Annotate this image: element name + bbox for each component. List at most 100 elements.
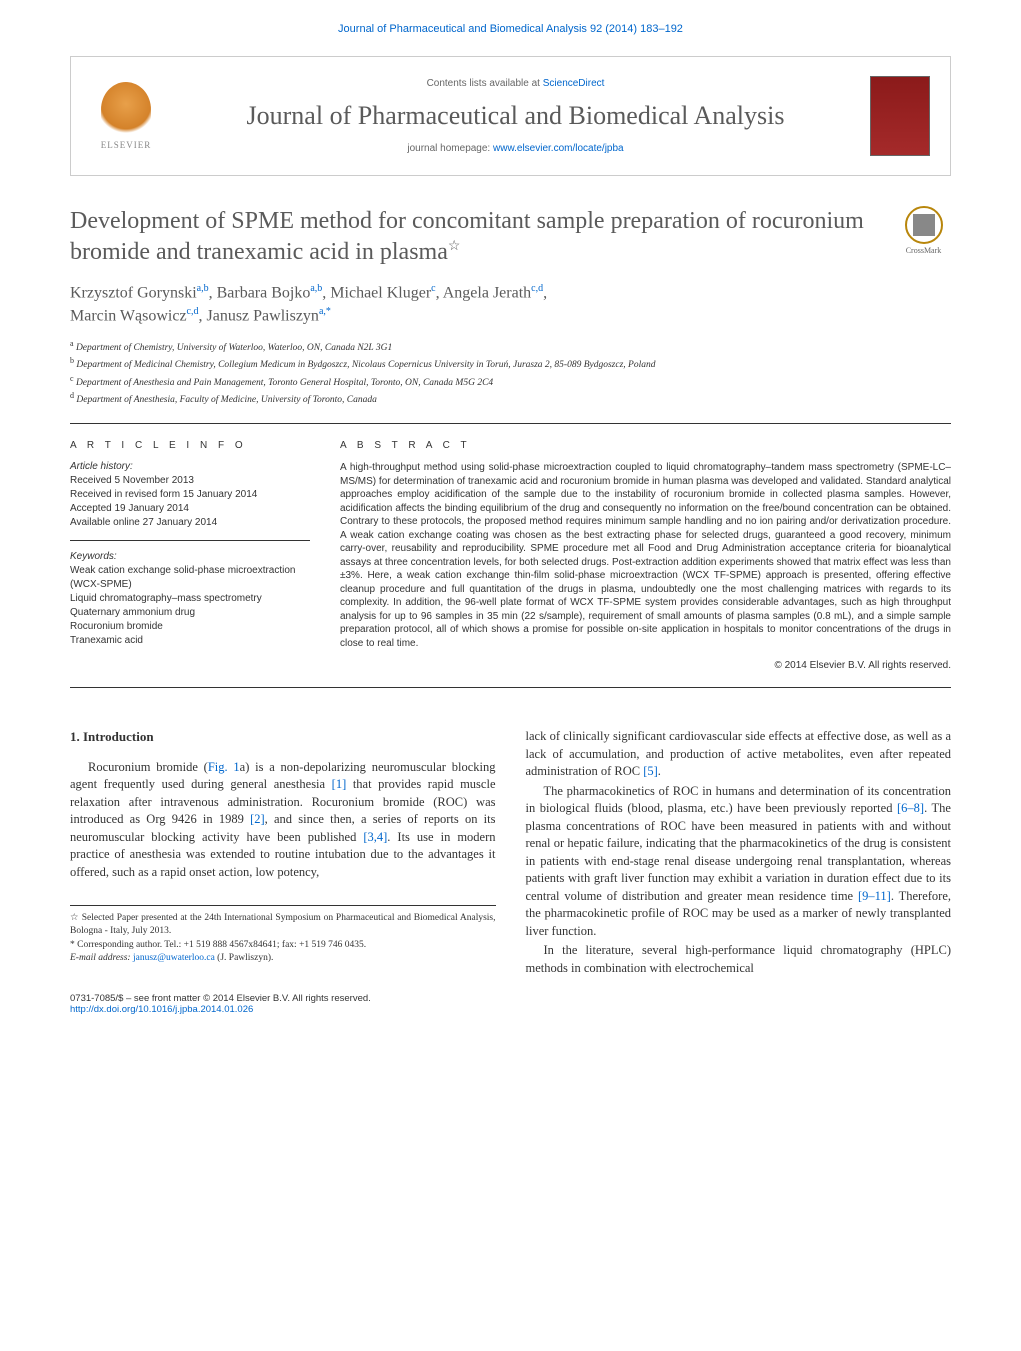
ref-68-link[interactable]: [6–8] [897, 801, 924, 815]
author-5-sup: c,d [187, 306, 199, 317]
aff-c-text: Department of Anesthesia and Pain Manage… [76, 378, 493, 388]
email-name: (J. Pawliszyn). [215, 953, 274, 963]
sciencedirect-link[interactable]: ScienceDirect [543, 78, 605, 89]
affiliation-b: b Department of Medicinal Chemistry, Col… [70, 355, 951, 372]
ref-5-link[interactable]: [5] [643, 764, 658, 778]
email-link[interactable]: janusz@uwaterloo.ca [133, 953, 215, 963]
journal-center: Contents lists available at ScienceDirec… [161, 78, 870, 154]
abstract-heading: a b s t r a c t [340, 440, 951, 451]
author-2-sup: a,b [310, 283, 322, 294]
footnote-star: ☆ Selected Paper presented at the 24th I… [70, 912, 496, 939]
crossmark-badge[interactable]: CrossMark [896, 206, 951, 255]
info-abstract-row: a r t i c l e i n f o Article history: R… [70, 440, 951, 671]
online-date: Available online 27 January 2014 [70, 516, 310, 530]
author-1-sup: a,b [197, 283, 209, 294]
journal-citation: Journal of Pharmaceutical and Biomedical… [338, 23, 683, 35]
footer-bar: 0731-7085/$ – see front matter © 2014 El… [0, 993, 1021, 1015]
email-label: E-mail address: [70, 953, 133, 963]
ref-911-link[interactable]: [9–11] [858, 889, 891, 903]
contents-available: Contents lists available at ScienceDirec… [161, 78, 870, 89]
affiliation-d: d Department of Anesthesia, Faculty of M… [70, 390, 951, 407]
elsevier-label: ELSEVIER [101, 140, 152, 150]
affiliation-a: a Department of Chemistry, University of… [70, 338, 951, 355]
author-6-corr: * [326, 306, 331, 317]
info-heading: a r t i c l e i n f o [70, 440, 310, 451]
authors-list: Krzysztof Gorynskia,b, Barbara Bojkoa,b,… [70, 282, 951, 327]
aff-b-text: Department of Medicinal Chemistry, Colle… [76, 360, 655, 370]
history-block: Article history: Received 5 November 201… [70, 461, 310, 541]
journal-homepage: journal homepage: www.elsevier.com/locat… [161, 143, 870, 154]
ref-2-link[interactable]: [2] [250, 812, 265, 826]
intro-para-2: lack of clinically significant cardiovas… [526, 728, 952, 781]
accepted-date: Accepted 19 January 2014 [70, 502, 310, 516]
history-label: Article history: [70, 461, 310, 472]
p3b: . The plasma concentrations of ROC have … [526, 801, 952, 903]
abstract-column: a b s t r a c t A high-throughput method… [340, 440, 951, 671]
contents-box: ELSEVIER Contents lists available at Sci… [70, 56, 951, 176]
crossmark-icon [905, 206, 943, 244]
title-text: Development of SPME method for concomita… [70, 208, 864, 265]
p2b: . [658, 764, 661, 778]
p1a: Rocuronium bromide ( [88, 760, 208, 774]
ref-1-link[interactable]: [1] [332, 777, 347, 791]
author-4-sup: c,d [531, 283, 543, 294]
section-1-heading: 1. Introduction [70, 728, 496, 746]
footnote-email: E-mail address: janusz@uwaterloo.ca (J. … [70, 952, 496, 965]
body-col-right: lack of clinically significant cardiovas… [526, 728, 952, 979]
elsevier-logo: ELSEVIER [91, 76, 161, 156]
p4a: In the literature, several high-performa… [526, 943, 952, 975]
journal-title: Journal of Pharmaceutical and Biomedical… [161, 101, 870, 131]
homepage-link[interactable]: www.elsevier.com/locate/jpba [493, 143, 624, 154]
divider-top [70, 423, 951, 424]
keyword-3: Quaternary ammonium drug [70, 606, 310, 620]
keywords-list: Weak cation exchange solid-phase microex… [70, 564, 310, 648]
keywords-block: Keywords: Weak cation exchange solid-pha… [70, 551, 310, 648]
keyword-5: Tranexamic acid [70, 634, 310, 648]
intro-para-3: The pharmacokinetics of ROC in humans an… [526, 783, 952, 941]
ref-34-link[interactable]: [3,4] [363, 830, 387, 844]
author-6: Janusz Pawliszyn [207, 307, 319, 324]
p3a: The pharmacokinetics of ROC in humans an… [526, 784, 952, 816]
divider-bottom [70, 687, 951, 688]
footnote-corr: * Corresponding author. Tel.: +1 519 888… [70, 939, 496, 952]
body-col-left: 1. Introduction Rocuronium bromide (Fig.… [70, 728, 496, 979]
author-3: Michael Kluger [330, 285, 431, 302]
footnotes: ☆ Selected Paper presented at the 24th I… [70, 905, 496, 965]
body-columns: 1. Introduction Rocuronium bromide (Fig.… [70, 728, 951, 979]
intro-para-1: Rocuronium bromide (Fig. 1a) is a non-de… [70, 759, 496, 882]
intro-para-4: In the literature, several high-performa… [526, 942, 952, 977]
article-info: a r t i c l e i n f o Article history: R… [70, 440, 310, 671]
received-date: Received 5 November 2013 [70, 474, 310, 488]
revised-date: Received in revised form 15 January 2014 [70, 488, 310, 502]
author-4: Angela Jerath [443, 285, 531, 302]
crossmark-label: CrossMark [896, 246, 951, 255]
aff-d-text: Department of Anesthesia, Faculty of Med… [76, 395, 376, 405]
doi-link[interactable]: http://dx.doi.org/10.1016/j.jpba.2014.01… [70, 1004, 253, 1015]
title-star: ☆ [448, 239, 461, 254]
affiliations: a Department of Chemistry, University of… [70, 338, 951, 408]
keyword-4: Rocuronium bromide [70, 620, 310, 634]
author-1: Krzysztof Gorynski [70, 285, 197, 302]
homepage-prefix: journal homepage: [407, 143, 493, 154]
article-title: Development of SPME method for concomita… [70, 206, 876, 268]
author-5: Marcin Wąsowicz [70, 307, 187, 324]
header-banner: Journal of Pharmaceutical and Biomedical… [0, 0, 1021, 46]
title-row: Development of SPME method for concomita… [70, 206, 951, 268]
author-3-sup: c [431, 283, 435, 294]
aff-a-text: Department of Chemistry, University of W… [76, 343, 392, 353]
author-6-sup: a, [319, 306, 326, 317]
issn-line: 0731-7085/$ – see front matter © 2014 El… [70, 993, 951, 1004]
p2a: lack of clinically significant cardiovas… [526, 729, 952, 778]
author-2: Barbara Bojko [217, 285, 311, 302]
copyright-line: © 2014 Elsevier B.V. All rights reserved… [340, 660, 951, 671]
keyword-2: Liquid chromatography–mass spectrometry [70, 592, 310, 606]
fig-1-link[interactable]: Fig. 1 [208, 760, 240, 774]
affiliation-c: c Department of Anesthesia and Pain Mana… [70, 373, 951, 390]
keyword-1: Weak cation exchange solid-phase microex… [70, 564, 310, 592]
keywords-label: Keywords: [70, 551, 310, 562]
journal-cover-icon [870, 76, 930, 156]
contents-prefix: Contents lists available at [427, 78, 543, 89]
elsevier-tree-icon [101, 82, 151, 137]
article-container: Development of SPME method for concomita… [0, 206, 1021, 979]
abstract-text: A high-throughput method using solid-pha… [340, 461, 951, 650]
